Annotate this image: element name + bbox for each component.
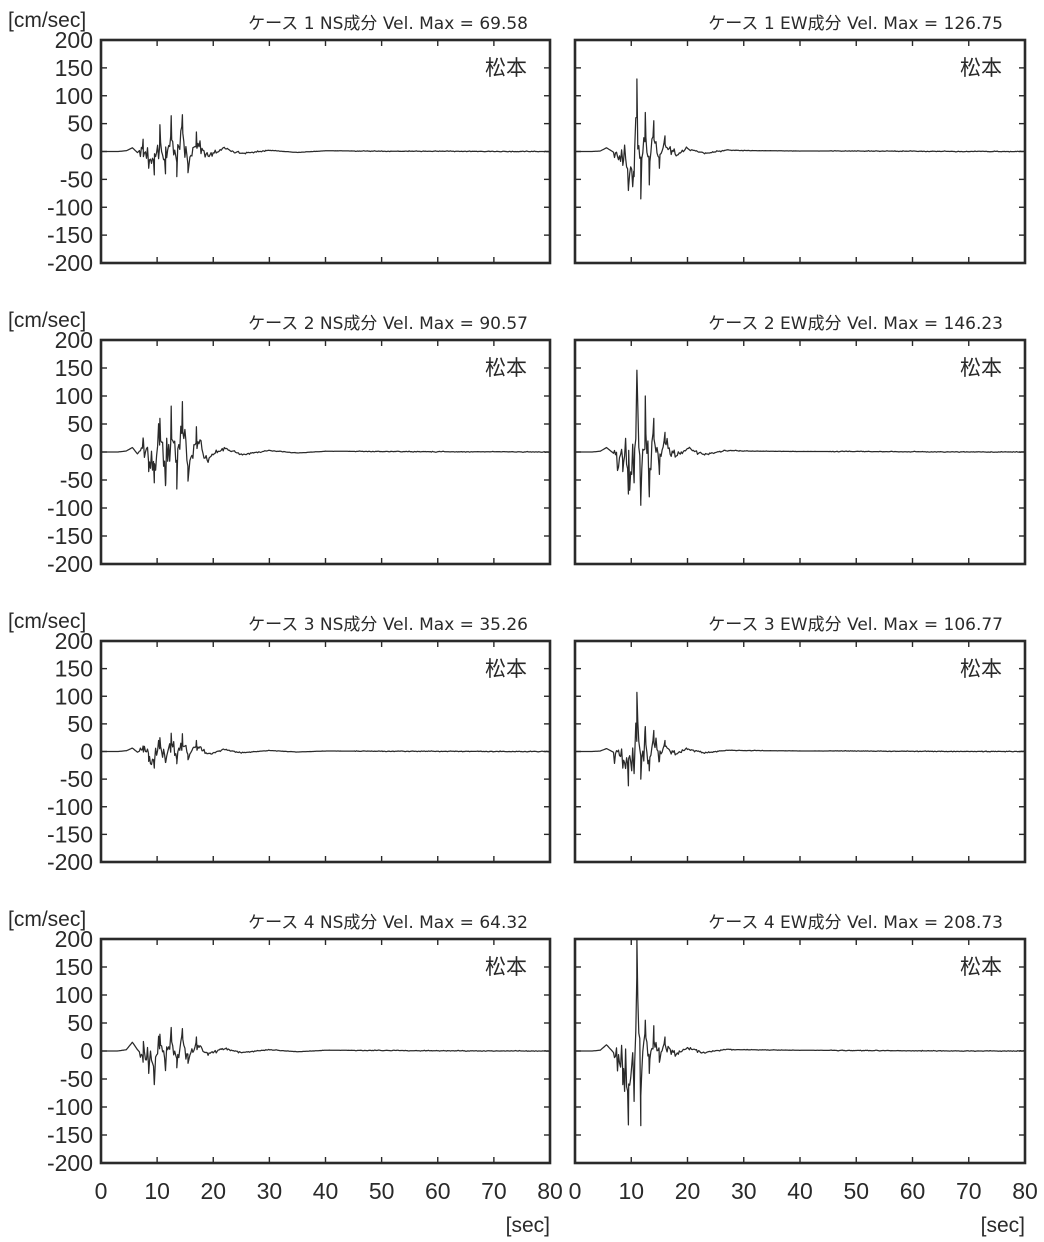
station-label: 松本	[485, 356, 527, 380]
y-tick-label: 0	[80, 739, 93, 765]
x-tick-label: 30	[257, 1178, 283, 1204]
x-tick-label: 10	[618, 1178, 644, 1204]
x-tick-label: 60	[425, 1178, 451, 1204]
y-tick-label: 0	[80, 439, 93, 465]
y-tick-label: 100	[55, 683, 93, 709]
y-tick-label: 50	[67, 411, 93, 437]
x-tick-label: 0	[95, 1178, 108, 1204]
x-tick-label: 60	[900, 1178, 926, 1204]
x-tick-label: 0	[569, 1178, 582, 1204]
y-axis-label: [cm/sec]	[8, 908, 86, 931]
y-axis-label: [cm/sec]	[8, 9, 86, 32]
y-tick-label: 100	[55, 83, 93, 109]
y-tick-label: 200	[55, 327, 93, 353]
y-tick-label: 50	[67, 111, 93, 137]
y-tick-label: 150	[55, 55, 93, 81]
panel-2-ew: ケース 2 EW成分 Vel. Max = 146.23 松本	[573, 314, 1027, 566]
y-tick-label: 150	[55, 656, 93, 682]
x-tick-label: 20	[675, 1178, 701, 1204]
y-tick-label: -200	[47, 250, 93, 276]
station-label: 松本	[960, 56, 1002, 80]
y-tick-label: -50	[60, 467, 93, 493]
y-tick-label: 100	[55, 982, 93, 1008]
chart-title: ケース 4 EW成分 Vel. Max = 208.73	[708, 913, 1003, 933]
y-tick-label: -200	[47, 551, 93, 577]
x-axis-label: [sec]	[506, 1214, 550, 1237]
station-label: 松本	[485, 56, 527, 80]
y-tick-label: -100	[47, 495, 93, 521]
x-tick-label: 40	[787, 1178, 813, 1204]
x-tick-label: 10	[144, 1178, 170, 1204]
y-tick-label: 200	[55, 628, 93, 654]
y-tick-label: -50	[60, 766, 93, 792]
x-tick-label: 70	[481, 1178, 507, 1204]
chart-title: ケース 3 EW成分 Vel. Max = 106.77	[708, 615, 1003, 635]
chart-title: ケース 2 EW成分 Vel. Max = 146.23	[708, 314, 1003, 334]
station-label: 松本	[485, 955, 527, 979]
y-tick-label: -100	[47, 794, 93, 820]
y-tick-label: 0	[80, 139, 93, 165]
y-tick-label: -50	[60, 166, 93, 192]
velocity-trace	[101, 732, 550, 769]
station-label: 松本	[485, 657, 527, 681]
y-tick-label: -200	[47, 849, 93, 875]
y-tick-label: -100	[47, 194, 93, 220]
y-tick-label: -150	[47, 821, 93, 847]
chart-title: ケース 4 NS成分 Vel. Max = 64.32	[248, 913, 528, 933]
y-tick-label: -150	[47, 222, 93, 248]
y-axis-label: [cm/sec]	[8, 610, 86, 633]
velocity-trace	[101, 1026, 550, 1086]
y-tick-label: -100	[47, 1094, 93, 1120]
x-tick-label: 80	[537, 1178, 563, 1204]
station-label: 松本	[960, 955, 1002, 979]
x-tick-label: 70	[956, 1178, 982, 1204]
y-tick-label: 200	[55, 926, 93, 952]
x-axis-label: [sec]	[981, 1214, 1025, 1237]
y-tick-label: 150	[55, 954, 93, 980]
y-axis-label: [cm/sec]	[8, 309, 86, 332]
y-tick-label: -50	[60, 1066, 93, 1092]
station-label: 松本	[960, 657, 1002, 681]
y-tick-label: 200	[55, 27, 93, 53]
station-label: 松本	[960, 356, 1002, 380]
y-tick-label: 0	[80, 1038, 93, 1064]
chart-title: ケース 1 EW成分 Vel. Max = 126.75	[708, 14, 1003, 34]
velocity-trace	[575, 691, 1025, 787]
velocity-trace	[575, 938, 1025, 1127]
y-tick-label: 50	[67, 711, 93, 737]
panel-3-ew: ケース 3 EW成分 Vel. Max = 106.77 松本	[573, 615, 1027, 864]
y-tick-label: 150	[55, 355, 93, 381]
velocity-trace	[101, 114, 550, 178]
y-tick-label: 50	[67, 1010, 93, 1036]
x-tick-label: 40	[313, 1178, 339, 1204]
y-tick-label: 100	[55, 383, 93, 409]
chart-title: ケース 3 NS成分 Vel. Max = 35.26	[248, 615, 528, 635]
panel-4-ew: 0 10 20 30 40 50 60 70 80 [sec] ケース 4 EW成分 Vel. Ma…	[569, 913, 1038, 1237]
chart-title: ケース 2 NS成分 Vel. Max = 90.57	[248, 314, 528, 334]
velocity-trace	[575, 369, 1025, 506]
velocity-trace	[575, 78, 1025, 200]
x-tick-label: 50	[369, 1178, 395, 1204]
y-tick-label: -150	[47, 523, 93, 549]
x-tick-label: 20	[200, 1178, 226, 1204]
y-tick-label: -200	[47, 1150, 93, 1176]
x-tick-label: 30	[731, 1178, 757, 1204]
velocity-trace	[101, 400, 550, 490]
y-tick-label: -150	[47, 1122, 93, 1148]
panel-1-ew: ケース 1 EW成分 Vel. Max = 126.75 松本	[573, 14, 1027, 265]
x-tick-label: 50	[843, 1178, 869, 1204]
x-tick-label: 80	[1012, 1178, 1038, 1204]
chart-title: ケース 1 NS成分 Vel. Max = 69.58	[248, 14, 528, 34]
